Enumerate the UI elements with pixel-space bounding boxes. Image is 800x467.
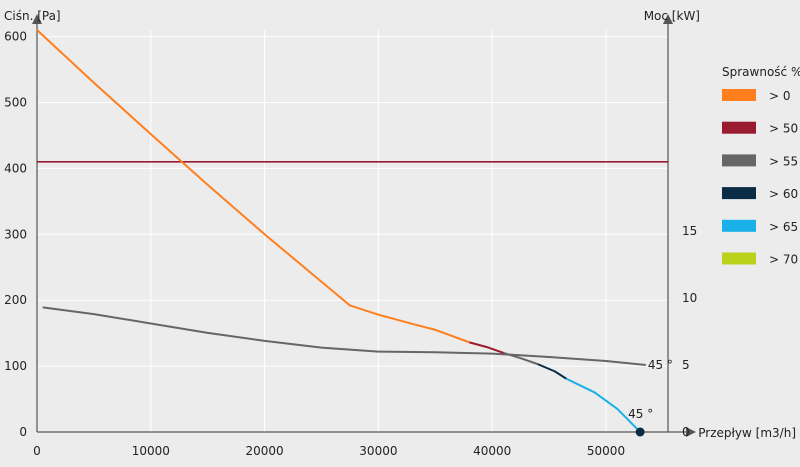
- x-tick-label: 30000: [359, 444, 397, 458]
- x-axis-arrow: [686, 427, 696, 437]
- legend-swatch: [722, 219, 756, 232]
- legend-swatch: [722, 187, 756, 200]
- x-tick-label: 40000: [473, 444, 511, 458]
- legend-swatch: [722, 89, 756, 101]
- pressure-curve-segment: [537, 363, 567, 380]
- pressure-curve-segment: [36, 29, 470, 344]
- y-axis-title-right: Moc [kW]: [644, 9, 700, 23]
- y-tick-label-left: 300: [4, 227, 27, 241]
- grid: [37, 30, 668, 432]
- curves: [36, 29, 668, 437]
- legend-label: > 60: [769, 187, 798, 201]
- pressure-curve-segment: [503, 351, 539, 366]
- power-curve-annotation: 45 °: [648, 358, 673, 372]
- y-tick-label-left: 200: [4, 293, 27, 307]
- legend-label: > 70: [769, 253, 798, 267]
- axes: [32, 14, 696, 437]
- y-tick-label-left: 400: [4, 161, 27, 175]
- legend-swatch: [722, 154, 756, 167]
- legend: Sprawność % > 0 > 50 > 55 > 60 > 65 > 70: [722, 65, 800, 267]
- power-curve: [42, 306, 646, 366]
- x-tick-label: 10000: [132, 444, 170, 458]
- pressure-curve-segment: [469, 341, 504, 354]
- legend-label: > 65: [769, 220, 798, 234]
- y-axis-arrow-right: [663, 14, 673, 24]
- operating-point-marker: [635, 427, 645, 437]
- x-tick-label: 20000: [246, 444, 284, 458]
- legend-swatch: [722, 252, 756, 265]
- legend-label: > 50: [769, 122, 798, 136]
- legend-swatch: [722, 121, 756, 134]
- y-tick-label-right: 15: [682, 224, 697, 238]
- y-axis-arrow-left: [32, 14, 42, 24]
- y-tick-label-right: 5: [682, 358, 690, 372]
- y-tick-label-left: 600: [4, 30, 27, 44]
- x-tick-label: 0: [33, 444, 41, 458]
- y-tick-label-right: 0: [682, 425, 690, 439]
- pressure-curve-annotation: 45 °: [628, 407, 653, 421]
- legend-title: Sprawność %: [722, 65, 800, 79]
- y-axis-title-left: Ciśn. [Pa]: [4, 9, 61, 23]
- pressure-curve-segment: [565, 377, 641, 433]
- labels: 0 10000 20000 30000 40000 5000001002003004005…: [4, 9, 796, 458]
- y-tick-label-left: 500: [4, 96, 27, 110]
- y-tick-label-left: 0: [19, 425, 27, 439]
- x-axis-title: Przepływ [m3/h]: [698, 426, 796, 440]
- legend-label: > 0: [769, 89, 791, 103]
- y-tick-label-left: 100: [4, 359, 27, 373]
- legend-label: > 55: [769, 154, 798, 168]
- x-tick-label: 50000: [587, 444, 625, 458]
- y-tick-label-right: 10: [682, 291, 697, 305]
